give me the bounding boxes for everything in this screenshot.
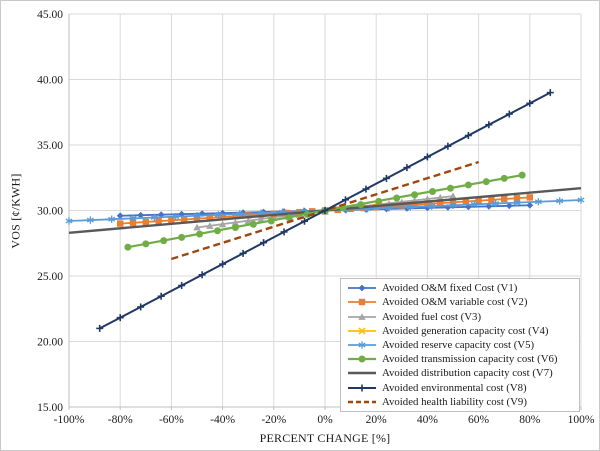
series-8 bbox=[96, 89, 554, 332]
legend-item-v8: Avoided environmental cost (V8) bbox=[347, 381, 575, 395]
legend-item-v4: Avoided generation capacity cost (V4) bbox=[347, 324, 575, 338]
legend-label: Avoided O&M fixed Cost (V1) bbox=[382, 282, 518, 295]
legend-swatch bbox=[348, 372, 376, 375]
legend-label: Avoided distribution capacity cost (V7) bbox=[382, 367, 553, 380]
y-tick-label: 15.00 bbox=[37, 402, 63, 414]
legend-swatch bbox=[348, 355, 376, 363]
legend: Avoided O&M fixed Cost (V1) Avoided O&M v… bbox=[340, 278, 580, 412]
x-tick-label: 80% bbox=[519, 414, 541, 426]
x-axis-title: PERCENT CHANGE [%] bbox=[259, 431, 391, 445]
legend-label: Avoided fuel cost (V3) bbox=[382, 310, 482, 323]
legend-item-v6: Avoided transmission capacity cost (V6) bbox=[347, 352, 575, 366]
x-tick-label: -100% bbox=[54, 414, 85, 426]
x-tick-label: 40% bbox=[417, 414, 439, 426]
x-tick-label: 100% bbox=[568, 414, 595, 426]
legend-swatch bbox=[348, 327, 376, 335]
y-tick-label: 35.00 bbox=[37, 140, 63, 152]
legend-label: Avoided O&M variable cost (V2) bbox=[382, 296, 528, 309]
y-tick-label: 45.00 bbox=[37, 9, 63, 21]
y-tick-label: 25.00 bbox=[37, 271, 63, 283]
legend-swatch bbox=[348, 299, 376, 306]
legend-swatch bbox=[348, 400, 376, 404]
legend-swatch bbox=[348, 312, 376, 320]
legend-item-v2: Avoided O&M variable cost (V2) bbox=[347, 295, 575, 309]
legend-label: Avoided transmission capacity cost (V6) bbox=[382, 353, 558, 366]
x-tick-label: 60% bbox=[468, 414, 490, 426]
y-tick-label: 20.00 bbox=[37, 337, 63, 349]
y-tick-label: 30.00 bbox=[37, 206, 63, 218]
y-axis-title: VOS [¢/KWH] bbox=[8, 173, 23, 249]
legend-label: Avoided reserve capacity cost (V5) bbox=[382, 338, 535, 351]
legend-swatch bbox=[348, 384, 376, 392]
x-tick-label: -60% bbox=[159, 414, 184, 426]
legend-item-v7: Avoided distribution capacity cost (V7) bbox=[347, 366, 575, 380]
legend-label: Avoided generation capacity cost (V4) bbox=[382, 324, 549, 337]
legend-swatch bbox=[348, 341, 376, 349]
legend-swatch bbox=[348, 284, 376, 292]
legend-label: Avoided environmental cost (V8) bbox=[382, 381, 527, 394]
series-9 bbox=[171, 160, 479, 261]
legend-item-v3: Avoided fuel cost (V3) bbox=[347, 310, 575, 324]
legend-item-v9: Avoided health liability cost (V9) bbox=[347, 395, 575, 409]
legend-item-v1: Avoided O&M fixed Cost (V1) bbox=[347, 281, 575, 295]
legend-label: Avoided health liability cost (V9) bbox=[382, 395, 527, 408]
x-tick-label: 20% bbox=[366, 414, 388, 426]
x-tick-label: -40% bbox=[210, 414, 235, 426]
legend-item-v5: Avoided reserve capacity cost (V5) bbox=[347, 338, 575, 352]
x-tick-label: 0% bbox=[317, 414, 333, 426]
x-tick-label: -20% bbox=[261, 414, 286, 426]
y-tick-label: 40.00 bbox=[37, 75, 63, 87]
x-tick-label: -80% bbox=[108, 414, 133, 426]
